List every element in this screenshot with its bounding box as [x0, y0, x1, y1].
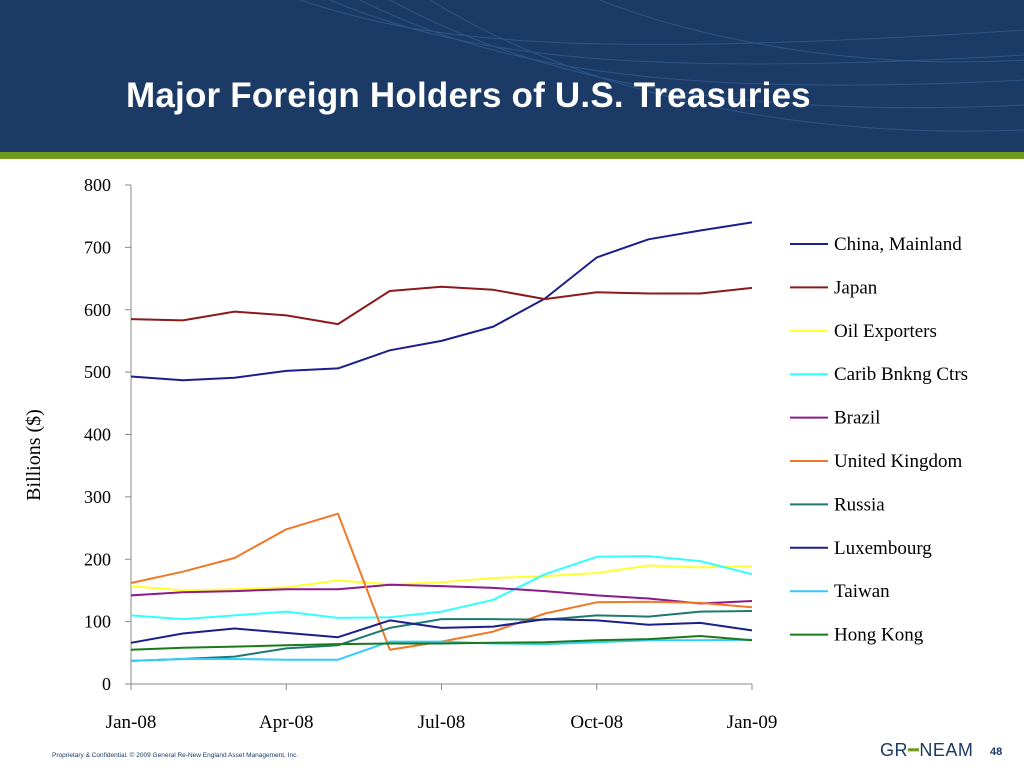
- logo-left: GR: [880, 740, 908, 760]
- legend-label: Russia: [834, 494, 885, 515]
- series-line: [130, 610, 753, 662]
- y-tick-label: 800: [84, 175, 111, 195]
- x-tick-label: Apr-08: [259, 712, 314, 733]
- legend-label: Taiwan: [834, 581, 890, 602]
- chart-legend: China, Mainland Japan Oil Exporters Carib B…: [790, 234, 968, 646]
- y-tick-label: 300: [84, 487, 111, 507]
- legend-label: Carib Bnkng Ctrs: [834, 364, 968, 385]
- legend-label: Luxembourg: [834, 538, 932, 559]
- header-banner: [0, 0, 1024, 152]
- series-line: [130, 635, 753, 651]
- footer-copyright: Proprietary & Confidential. © 2009 Gener…: [52, 752, 299, 759]
- legend-label: Brazil: [834, 408, 880, 429]
- series-line: [130, 618, 753, 644]
- logo-dash: ━: [908, 740, 920, 760]
- company-logo: GR━NEAM: [880, 740, 973, 761]
- series-line: [130, 638, 753, 662]
- series-line: [130, 583, 753, 605]
- legend-label: Japan: [834, 277, 878, 298]
- x-tick-label: Oct-08: [570, 712, 623, 733]
- legend-label: Hong Kong: [834, 625, 924, 646]
- series-line: [130, 555, 753, 621]
- header-wave-decoration: [299, 0, 1024, 132]
- series-line: [130, 221, 753, 382]
- page-number: 48: [990, 746, 1003, 758]
- line-chart: 0 100 200 300 400 500 600 700 800 Jan-08 Apr-08 Jul…: [23, 175, 968, 733]
- legend-label: Oil Exporters: [834, 321, 937, 342]
- chart-series-lines: [130, 221, 753, 662]
- legend-label: United Kingdom: [834, 451, 962, 472]
- series-line: [130, 285, 753, 326]
- y-tick-label: 700: [84, 237, 111, 257]
- header-accent-stripe: [0, 152, 1024, 159]
- y-tick-label: 100: [84, 612, 111, 632]
- x-tick-label: Jul-08: [418, 712, 466, 733]
- x-tick-label: Jan-08: [106, 712, 157, 733]
- series-line: [130, 564, 753, 592]
- y-tick-label: 500: [84, 362, 111, 382]
- y-tick-label: 200: [84, 549, 111, 569]
- logo-right: NEAM: [919, 740, 974, 760]
- y-tick-label: 0: [102, 674, 111, 694]
- y-tick-label: 400: [84, 425, 111, 445]
- chart-axes: 0 100 200 300 400 500 600 700 800 Jan-08 Apr-08 Jul…: [84, 175, 777, 733]
- y-axis-label: Billions ($): [23, 409, 45, 501]
- x-tick-label: Jan-09: [727, 712, 778, 733]
- legend-label: China, Mainland: [834, 234, 962, 255]
- slide-title: Major Foreign Holders of U.S. Treasuries: [126, 76, 811, 115]
- y-tick-label: 600: [84, 300, 111, 320]
